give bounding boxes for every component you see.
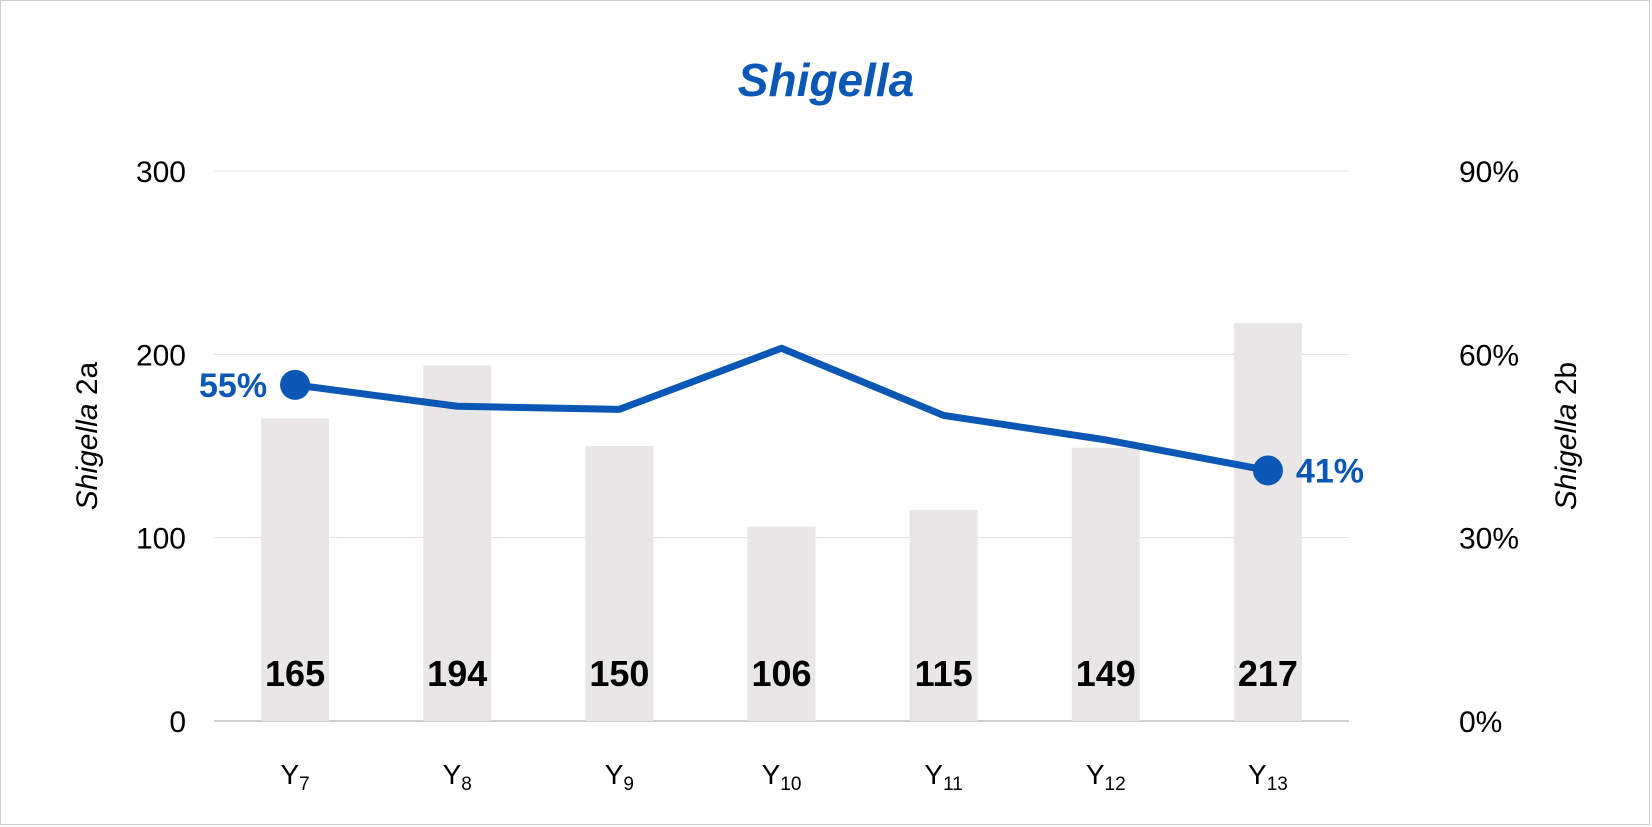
bar-value-label: 150 — [589, 653, 649, 694]
bars — [261, 323, 1302, 721]
bar — [1071, 447, 1140, 721]
x-tick-label: Y9 — [605, 759, 634, 795]
line-point-label: 55% — [199, 367, 267, 405]
bar-value-label: 217 — [1238, 653, 1298, 694]
x-tick-label: Y12 — [1086, 759, 1126, 795]
bar — [423, 365, 492, 721]
y-left-tick-label: 200 — [136, 339, 186, 372]
line-marker — [1252, 455, 1283, 486]
line-point-label: 41% — [1296, 452, 1364, 490]
x-tick-label: Y13 — [1248, 759, 1288, 795]
bar — [585, 446, 654, 721]
line-path — [291, 344, 1272, 474]
line-marker — [280, 369, 311, 400]
y-right-tick-label: 0% — [1459, 706, 1502, 739]
bar — [261, 418, 330, 721]
line-series — [280, 344, 1283, 486]
bar — [1233, 323, 1302, 721]
y-left-tick-label: 300 — [136, 156, 186, 189]
bar-value-label: 149 — [1076, 653, 1136, 694]
y-left-axis-title: Shigella 2a — [71, 361, 104, 510]
bar-value-label: 115 — [915, 653, 973, 694]
bar-value-label: 194 — [427, 653, 487, 694]
y-right-tick-label: 90% — [1459, 156, 1519, 189]
x-tick-label: Y7 — [280, 759, 309, 795]
y-left-tick-label: 100 — [136, 523, 186, 556]
x-tick-label: Y11 — [924, 759, 962, 795]
chart-title: Shigella — [738, 54, 914, 106]
bar — [909, 510, 978, 721]
x-tick-label: Y10 — [762, 759, 802, 795]
y-right-tick-label: 30% — [1459, 523, 1519, 556]
bar-value-label: 106 — [751, 653, 811, 694]
labels: 0 100 200 300 0% 30% 60% 90% 165 Y7 194 Y8 150 Y9 106 Y… — [71, 156, 1583, 795]
y-right-tick-label: 60% — [1459, 339, 1519, 372]
bar-value-label: 165 — [265, 653, 325, 694]
x-tick-label: Y8 — [443, 759, 472, 795]
y-right-axis-title: Shigella 2b — [1550, 362, 1583, 510]
y-left-tick-label: 0 — [169, 706, 186, 739]
bar — [747, 526, 816, 721]
